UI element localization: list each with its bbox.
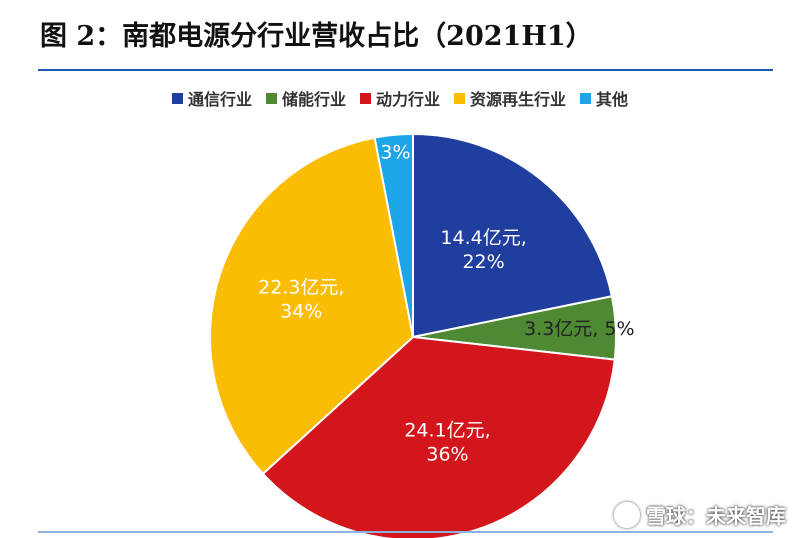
title-divider [38, 69, 773, 71]
slice-data-label: 22.3亿元, [258, 276, 344, 298]
pie-slice [261, 335, 616, 538]
watermark: 雪球：未来智库 [614, 500, 786, 529]
slice-data-label: 14.4亿元, [440, 227, 526, 249]
legend-swatch [265, 92, 277, 104]
slice-data-label: 24.1亿元, [404, 420, 490, 442]
chart-legend: 通信行业 储能行业 动力行业 资源再生行业 其他 [0, 86, 800, 110]
watermark-text: 雪球：未来智库 [646, 504, 786, 528]
bottom-divider [38, 531, 773, 533]
legend-label: 资源再生行业 [470, 90, 567, 109]
pie-slice [209, 136, 415, 476]
slice-data-label: 3.3亿元, 5% [524, 318, 634, 340]
pie-slice [373, 132, 414, 338]
slice-data-label: 34% [280, 300, 322, 322]
pie-slice [412, 132, 614, 339]
legend-item-other: 其他 [580, 86, 628, 110]
legend-label: 其他 [596, 90, 629, 109]
figure-title: 图 2：南都电源分行业营收占比（2021H1） [40, 21, 593, 52]
legend-item-power: 动力行业 [359, 86, 440, 110]
legend-swatch [454, 92, 465, 104]
legend-label: 动力行业 [375, 90, 440, 109]
slice-data-label: 22% [462, 251, 504, 273]
legend-label: 储能行业 [281, 90, 346, 109]
snowball-logo-icon [614, 501, 640, 528]
legend-swatch [359, 92, 371, 104]
slice-data-label: 3% [380, 142, 410, 164]
legend-item-recycling: 资源再生行业 [454, 86, 566, 110]
legend-swatch [171, 92, 183, 104]
legend-label: 通信行业 [187, 90, 252, 109]
legend-swatch [580, 92, 592, 104]
legend-item-storage: 储能行业 [265, 86, 346, 110]
slice-data-label: 36% [426, 444, 468, 466]
legend-item-telecom: 通信行业 [171, 86, 252, 110]
